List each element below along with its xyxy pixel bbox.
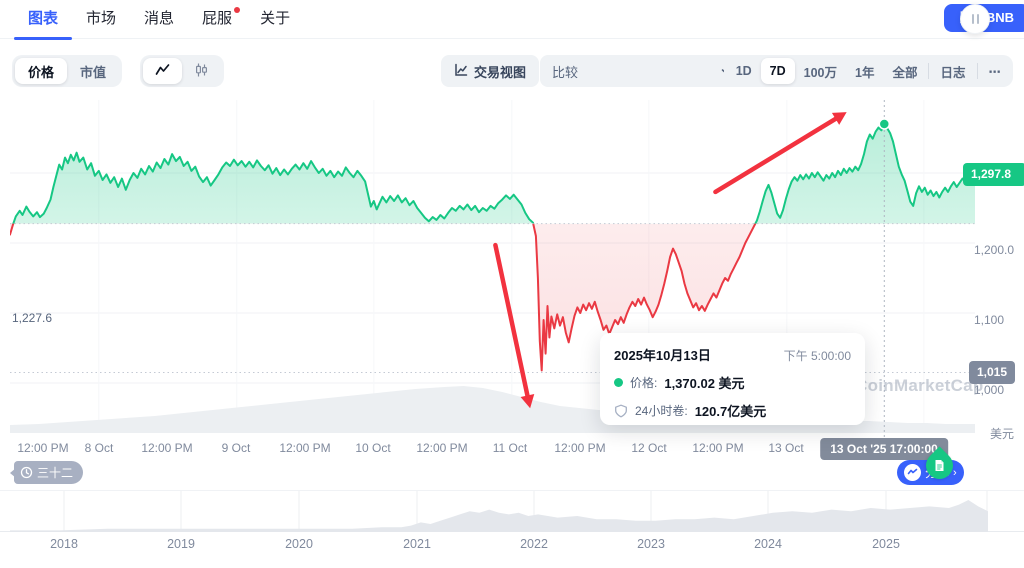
x-tick: 11 Oct [492,441,528,455]
tab-消息[interactable]: 消息 [144,10,175,27]
compare-select[interactable]: 比较 [540,55,745,87]
y-tick-1,100: 1,100 [974,313,1005,327]
tradingview-chart-icon [454,63,468,80]
coinmarketcap-watermark: CoinMarketCap [855,376,984,395]
x-tick: 13 Oct [768,441,804,455]
minimap-year-labels: 2018 2019 2020 2021 2022 2023 2024 2025 [0,537,1024,553]
tooltip-volume-value: 120.7亿美元 [694,404,767,419]
range-1D[interactable]: 1D [735,64,752,78]
minimap-svg [10,491,988,532]
y-axis-unit-label: 美元 [990,427,1015,441]
year-tick-2024: 2024 [754,537,782,551]
x-tick: 12:00 PM [279,441,331,455]
range-⋯[interactable]: ⋯ [988,64,1002,79]
candlestick-icon [194,63,209,80]
tooltip-date: 2025年10月13日 [614,348,711,363]
x-tick: 8 Oct [84,441,114,455]
candlestick-toggle[interactable] [182,58,221,84]
minimap-pause-handle[interactable] [960,4,990,34]
x-tick: 12 Oct [631,441,667,455]
line-chart-icon [155,63,170,80]
x-tick: 12:00 PM [554,441,606,455]
tradingview-button[interactable]: 交易视图 [441,55,540,87]
year-tick-2021: 2021 [403,537,431,551]
x-axis-labels: 12:00 PM 8 Oct 12:00 PM 9 Oct 12:00 PM 10 Oct… [0,441,1024,459]
range-7D[interactable]: 7D [760,58,795,84]
tooltip-volume-label: 24小时卷: [635,404,688,418]
crosshair-price-badge: 1,015 [969,361,1016,384]
messenger-icon [904,464,921,481]
y-tick-1,200.0: 1,200.0 [974,243,1015,257]
x-tick: 12:00 PM [17,441,69,455]
range-全部[interactable]: 全部 [892,65,918,80]
range-100万[interactable]: 100万 [803,65,838,80]
tooltip-price-label: 价格: [630,376,658,390]
history-minimap[interactable] [0,490,1024,532]
volume-shield-icon [614,404,628,418]
tooltip-price-value: 1,370.02 美元 [664,376,745,391]
x-tick: 12:00 PM [141,441,193,455]
metric-option-市值[interactable]: 市值 [80,64,107,80]
x-tick: 10 Oct [355,441,391,455]
share-chevron-icon: › [953,466,957,479]
time-range-group: 1D 7D 100万 1年 全部 日志 ⋯ [723,55,1013,87]
chart-toolbar: 价格 市值 交易视图 比较 1D 7D 1 [0,48,1024,94]
tradingview-label: 交易视图 [474,64,527,80]
range-日志[interactable]: 日志 [940,65,966,80]
replay-badge-label: 三十二 [37,466,74,480]
document-pin-button[interactable] [920,446,959,485]
range-1年[interactable]: 1年 [855,65,875,80]
price-chart-region: CoinMarketCap 1,227.6 1,200.0 1,100 1,000 … [0,95,1024,485]
x-tick: 9 Oct [221,441,251,455]
year-tick-2025: 2025 [872,537,900,551]
year-tick-2020: 2020 [285,537,313,551]
compare-label: 比较 [552,64,579,80]
clock-icon [20,466,33,479]
baseline-price-label: 1,227.6 [12,311,53,325]
x-tick: 12:00 PM [416,441,468,455]
tab-市场[interactable]: 市场 [86,10,117,27]
tab-图表[interactable]: 图表 [14,0,73,40]
current-price-badge: 1,297.8 [963,163,1024,186]
chart-type-toggle [140,55,224,87]
crosshair-time-badge: 13 Oct '25 17:00:00 [820,438,948,460]
year-tick-2018: 2018 [50,537,78,551]
price-dot-icon [614,378,623,387]
document-icon [935,460,944,471]
divider [928,63,930,79]
year-tick-2019: 2019 [167,537,195,551]
tab-关于[interactable]: 关于 [260,10,291,27]
year-tick-2022: 2022 [520,537,548,551]
x-tick: 12:00 PM [692,441,744,455]
metric-toggle: 价格 市值 [12,55,123,87]
notification-dot [234,7,241,13]
tab-屁服[interactable]: 屁服 [188,0,246,39]
divider [976,63,978,79]
metric-option-价格[interactable]: 价格 [15,58,68,84]
line-chart-toggle[interactable] [143,58,182,84]
year-tick-2023: 2023 [637,537,665,551]
nav-tabs: 图表 市场 消息 屁服 关于 [14,0,304,40]
y-tick-1,000: 1,000 [974,383,1005,397]
replay-time-badge[interactable]: 三十二 [14,461,84,484]
chart-tooltip: 2025年10月13日 下午 5:00:00 价格: 1,370.02 美元 2… [600,333,865,425]
tooltip-time: 下午 5:00:00 [783,349,851,363]
